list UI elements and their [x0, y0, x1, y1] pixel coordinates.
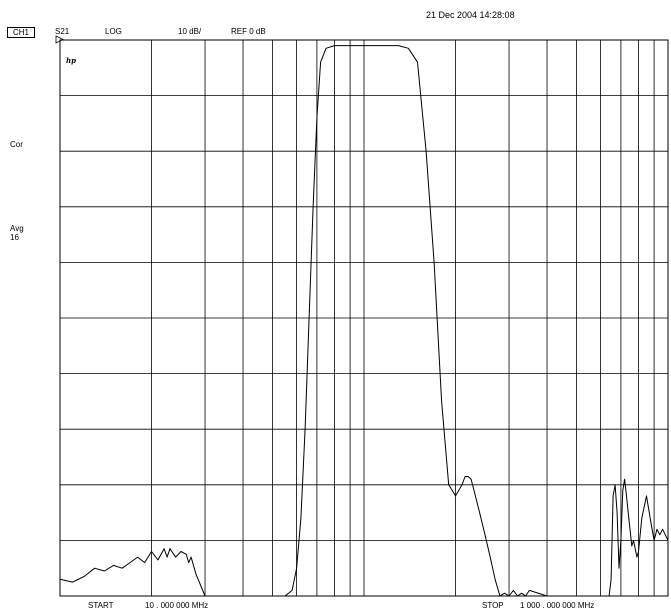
datetime-label: 21 Dec 2004 14:28:08: [426, 10, 515, 20]
correction-label: Cor: [10, 140, 23, 149]
start-frequency-value: 10 . 000 000 MHz: [145, 601, 209, 610]
reference-label: REF 0 dB: [231, 27, 266, 36]
scale-label: 10 dB/: [178, 27, 202, 36]
start-label: START: [88, 601, 114, 610]
format-label: LOG: [105, 27, 122, 36]
trace-group: [59, 45, 669, 597]
plot-grid: [59, 39, 669, 597]
reference-marker: [55, 35, 64, 44]
stop-label: STOP: [482, 601, 504, 610]
channel-label: CH1: [7, 27, 35, 38]
parameter-label: S21: [55, 27, 70, 36]
trace-line-0: [59, 45, 669, 597]
stop-frequency-value: 1 000 . 000 000 MHz: [520, 601, 595, 610]
hp-logo: hp: [66, 56, 76, 65]
averaging-label: Avg: [10, 224, 24, 233]
averaging-factor-label: 16: [10, 233, 19, 242]
